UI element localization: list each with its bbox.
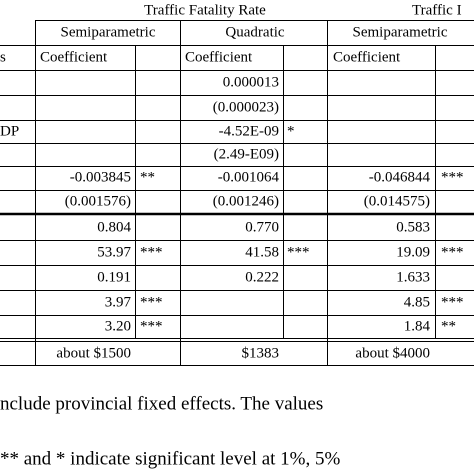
footnote: nclude provincial fixed effects. The val… bbox=[0, 393, 323, 414]
cell: *** bbox=[441, 294, 464, 310]
cell: 0.804 bbox=[97, 219, 131, 235]
column-header: Coefficient bbox=[185, 49, 253, 65]
cell: 0.191 bbox=[97, 269, 131, 285]
model-header: Quadratic bbox=[225, 24, 284, 40]
cell: (0.001576) bbox=[65, 193, 131, 209]
cell: -0.046844 bbox=[369, 169, 431, 185]
cell: 53.97 bbox=[97, 244, 131, 260]
cell: 1.84 bbox=[404, 318, 431, 334]
cell: *** bbox=[287, 244, 310, 260]
cell: *** bbox=[441, 244, 464, 260]
cell: -0.001064 bbox=[218, 169, 280, 185]
group-header: Traffic I bbox=[412, 2, 462, 18]
table-body: Traffic Fatality Rate Traffic I Semiparame… bbox=[0, 2, 464, 469]
row-label: DP bbox=[0, 123, 19, 139]
cell: 41.58 bbox=[245, 244, 279, 260]
cell: (2.49-E09) bbox=[214, 146, 279, 162]
cell: *** bbox=[140, 294, 163, 310]
cell: (0.014575) bbox=[364, 193, 430, 209]
cell: about $1500 bbox=[56, 345, 131, 361]
cell: $1383 bbox=[242, 345, 280, 361]
group-header: Traffic Fatality Rate bbox=[144, 2, 266, 18]
cell: -0.003845 bbox=[70, 169, 131, 185]
cell: about $4000 bbox=[355, 345, 430, 361]
cell: *** bbox=[441, 169, 464, 185]
footnote: ** and * indicate significant level at 1… bbox=[0, 448, 340, 469]
cell: (0.000023) bbox=[213, 99, 279, 115]
cell: 3.97 bbox=[105, 294, 132, 310]
column-header: s bbox=[0, 49, 6, 65]
cell: * bbox=[287, 123, 295, 139]
cell: 19.09 bbox=[396, 244, 430, 260]
cell: 1.633 bbox=[396, 269, 430, 285]
column-header: Coefficient bbox=[333, 49, 401, 65]
rules bbox=[0, 20, 474, 366]
model-header: Semiparametric bbox=[61, 24, 156, 40]
column-header: Coefficient bbox=[40, 49, 108, 65]
cell: 4.85 bbox=[404, 294, 430, 310]
cell: 0.000013 bbox=[223, 74, 279, 90]
cell: 0.222 bbox=[245, 269, 279, 285]
cell: ** bbox=[140, 169, 155, 185]
cell: ** bbox=[441, 318, 456, 334]
model-header: Semiparametric bbox=[353, 24, 448, 40]
cell: 0.583 bbox=[396, 219, 430, 235]
cell: 0.770 bbox=[245, 219, 279, 235]
cell: 3.20 bbox=[105, 318, 131, 334]
cell: *** bbox=[140, 244, 163, 260]
cell: -4.52E-09 bbox=[219, 123, 279, 139]
cell: *** bbox=[140, 318, 163, 334]
cell: (0.001246) bbox=[213, 193, 279, 209]
